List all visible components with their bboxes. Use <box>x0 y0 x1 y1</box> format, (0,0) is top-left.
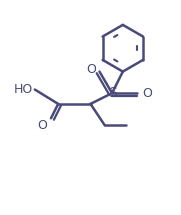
Text: O: O <box>87 63 96 76</box>
Text: S: S <box>109 86 117 100</box>
Text: O: O <box>37 119 47 132</box>
Text: O: O <box>142 87 152 100</box>
Text: HO: HO <box>14 83 33 96</box>
